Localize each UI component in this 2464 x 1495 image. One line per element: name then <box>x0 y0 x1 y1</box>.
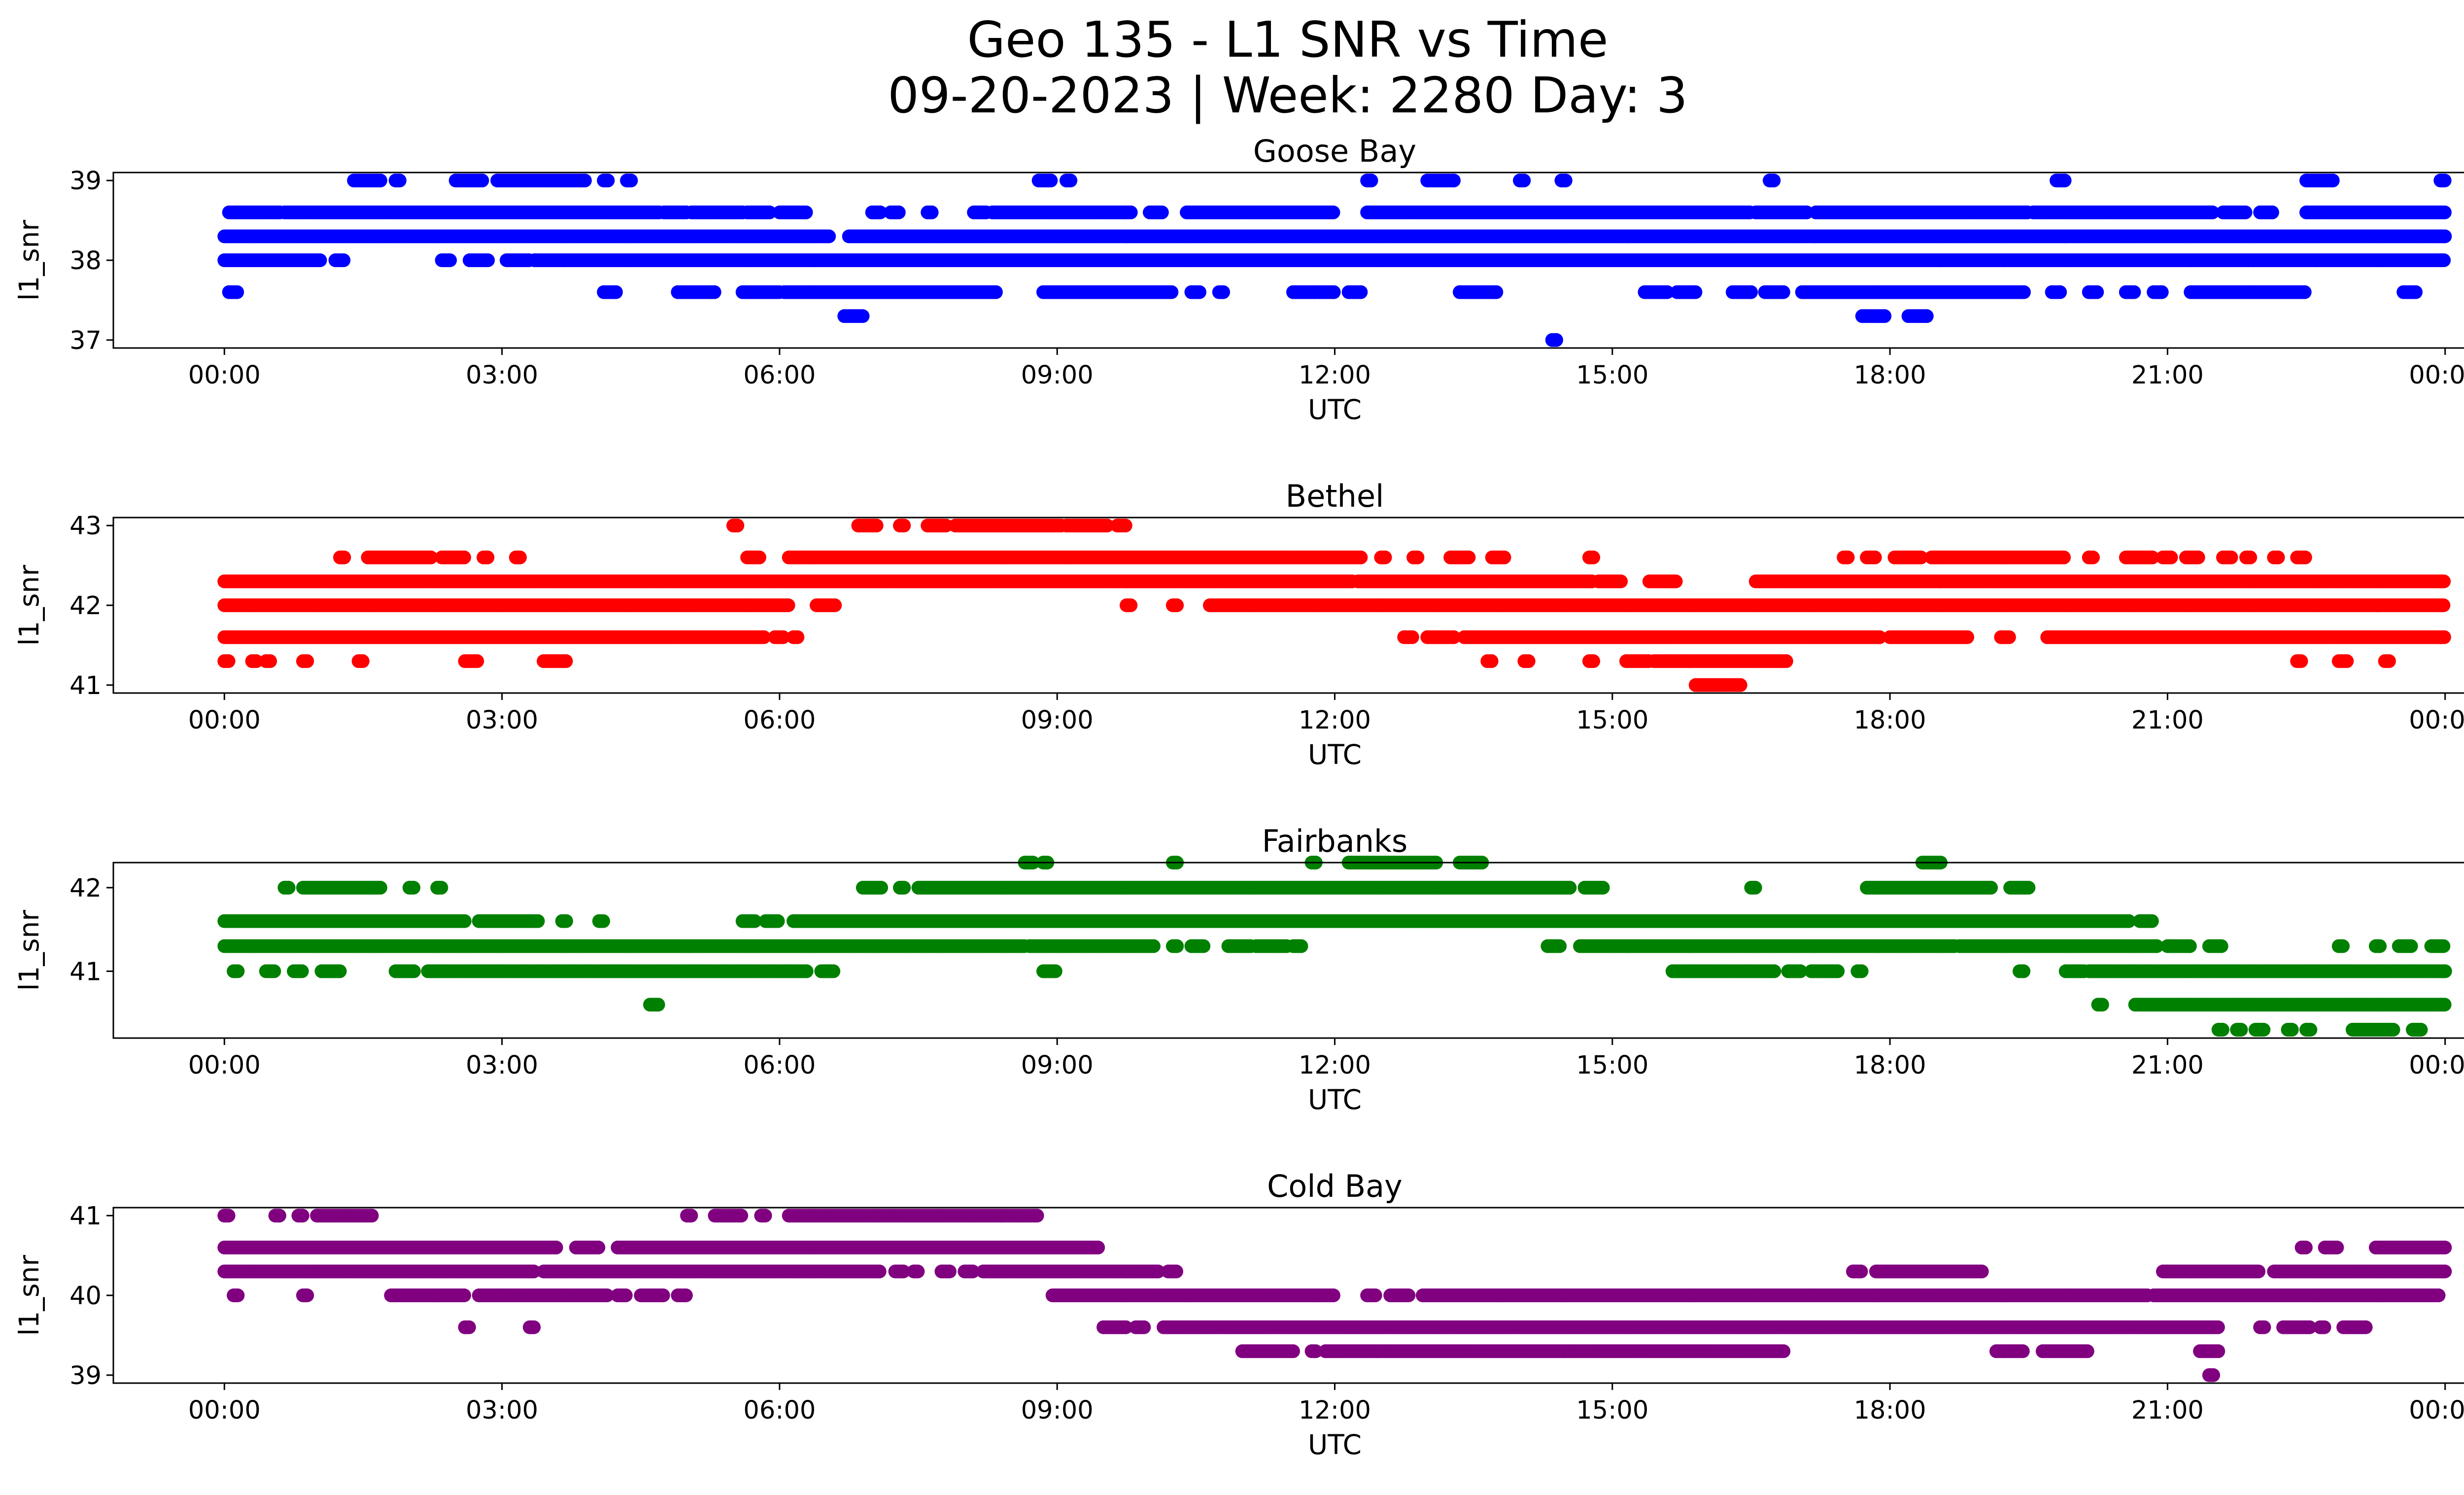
data-point <box>373 174 387 188</box>
y-tick-label: 39 <box>69 167 102 196</box>
x-tick-label: 00:00 <box>2409 361 2464 390</box>
data-point <box>822 229 836 243</box>
data-point <box>1517 174 1531 188</box>
data-point <box>2155 285 2169 299</box>
data-point <box>1688 285 1703 299</box>
data-point <box>707 285 721 299</box>
data-point <box>2090 285 2104 299</box>
data-point <box>1489 285 1504 299</box>
data-point <box>1327 285 1341 299</box>
x-tick-label: 21:00 <box>2131 361 2204 390</box>
data-point <box>1155 205 1169 219</box>
data-point <box>1164 285 1179 299</box>
data-point <box>392 174 407 188</box>
data-point <box>1878 309 1892 323</box>
data-point <box>2265 205 2279 219</box>
data-point <box>1170 598 1184 612</box>
data-point <box>2017 285 2031 299</box>
data-point <box>481 253 495 267</box>
data-point <box>2437 205 2452 219</box>
chart-title: Goose Bay <box>1253 133 1416 169</box>
chart-title: Bethel <box>1286 478 1384 514</box>
data-point <box>578 174 592 188</box>
data-point <box>2409 285 2423 299</box>
data-point <box>475 174 489 188</box>
data-point <box>2436 598 2451 612</box>
data-point <box>1364 174 1378 188</box>
data-point <box>337 253 351 267</box>
y-tick-label: 38 <box>69 246 102 276</box>
data-point <box>891 205 906 219</box>
data-point <box>2238 205 2253 219</box>
data-point <box>2437 253 2451 267</box>
data-points <box>217 174 2452 347</box>
y-tick-label: 37 <box>69 326 102 355</box>
x-tick-label: 06:00 <box>743 361 816 390</box>
data-point <box>1447 174 1461 188</box>
data-point <box>2297 285 2312 299</box>
data-point <box>989 285 1003 299</box>
data-point <box>1919 309 1934 323</box>
data-point <box>313 253 327 267</box>
data-point <box>1193 285 1206 299</box>
x-tick-label: 00:00 <box>188 361 261 390</box>
data-point <box>230 285 244 299</box>
data-point <box>924 205 939 219</box>
data-point <box>1354 285 1368 299</box>
figure-title: Geo 135 - L1 SNR vs Time <box>967 11 1608 69</box>
data-point <box>856 309 870 323</box>
data-point <box>781 598 795 612</box>
data-point <box>1558 174 1573 188</box>
x-tick-label: 12:00 <box>1299 361 1371 390</box>
panels-group: Goose Bay 37 38 39 00:00 03:00 06:00 09:00 12:00… <box>13 133 2464 1460</box>
x-tick-label: 15:00 <box>1576 361 1648 390</box>
data-point <box>2057 174 2072 188</box>
data-point <box>2438 229 2452 243</box>
data-point <box>828 598 842 612</box>
data-point <box>624 174 638 188</box>
figure-subtitle: 09-20-2023 | Week: 2280 Day: 3 <box>888 67 1687 124</box>
data-point <box>601 174 615 188</box>
data-point <box>1776 285 1790 299</box>
data-point <box>1063 174 1078 188</box>
chart-panel: Goose Bay 37 38 39 00:00 03:00 06:00 09:00 12:00… <box>13 133 2464 425</box>
data-point <box>2053 285 2067 299</box>
data-point <box>1744 285 1758 299</box>
data-point <box>1216 285 1231 299</box>
data-point <box>2437 174 2452 188</box>
data-point <box>1124 205 1138 219</box>
x-tick-label: 03:00 <box>466 361 538 390</box>
x-tick-label: 18:00 <box>1854 361 1926 390</box>
x-axis-label: UTC <box>1308 394 1362 425</box>
data-point <box>1124 598 1138 612</box>
data-point <box>799 205 813 219</box>
data-point <box>2127 285 2141 299</box>
x-tick-label: 09:00 <box>1021 361 1094 390</box>
data-point <box>1326 205 1340 219</box>
data-point <box>1044 174 1058 188</box>
data-point <box>2326 174 2340 188</box>
y-axis-label: l1_snr <box>13 220 45 301</box>
data-point <box>1767 174 1781 188</box>
data-point <box>609 285 623 299</box>
data-point <box>1549 333 1563 347</box>
data-point <box>443 253 457 267</box>
data-points <box>217 519 2451 692</box>
